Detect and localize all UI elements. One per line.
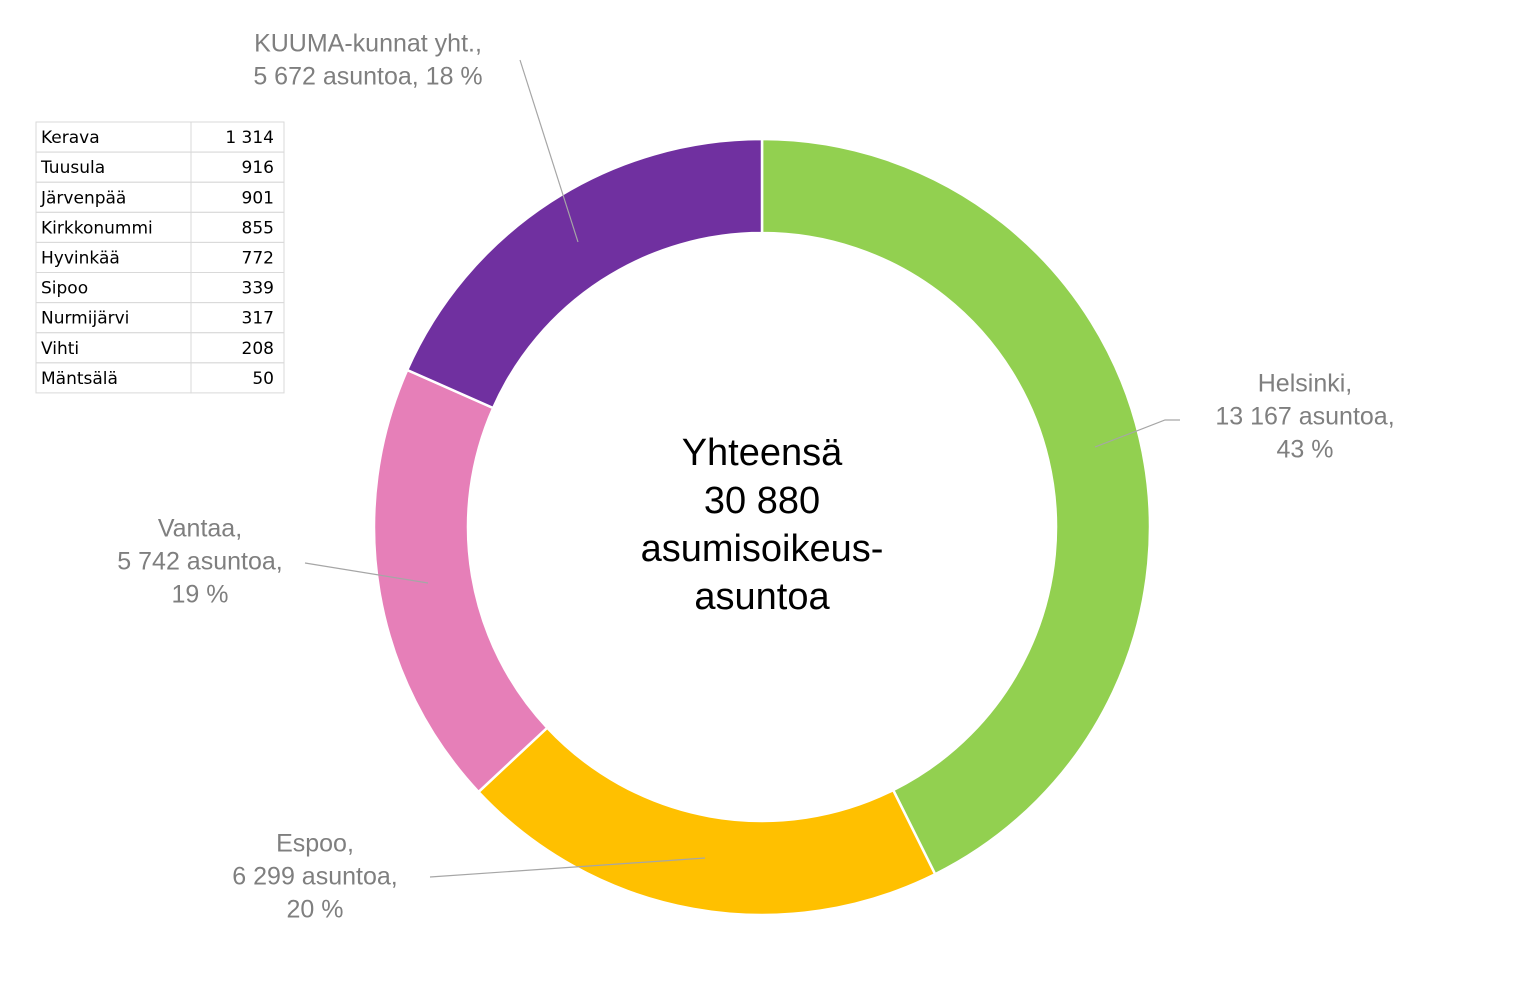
table-value: 855 [242, 218, 274, 238]
table-name: Vihti [41, 339, 79, 359]
data-label-name: Helsinki, [1258, 370, 1352, 398]
center-text: Yhteensä [682, 432, 843, 474]
center-text: 30 880 [704, 480, 820, 522]
table-value: 1 314 [225, 128, 274, 148]
data-label: 6 299 asuntoa, [232, 863, 397, 891]
table-value: 916 [242, 158, 274, 178]
table-name: Sipoo [41, 279, 88, 299]
donut-segment [476, 725, 937, 917]
table-name: Hyvinkää [41, 248, 120, 268]
table-name: Mäntsälä [41, 369, 118, 389]
data-label-name: KUUMA-kunnat yht., [254, 30, 482, 58]
table-name: Kerava [41, 128, 100, 148]
table-name: Tuusula [40, 158, 105, 178]
leader-line [304, 562, 429, 584]
table-value: 50 [252, 369, 274, 389]
table-value: 772 [242, 248, 274, 268]
center-text: asuntoa [694, 576, 830, 618]
table-value: 317 [242, 309, 274, 329]
table-value: 901 [242, 188, 274, 208]
table-name: Nurmijärvi [41, 309, 129, 329]
table-name: Kirkkonummi [41, 218, 153, 238]
data-label: 43 % [1277, 436, 1334, 464]
donut-segment [405, 137, 764, 410]
table-value: 339 [242, 279, 274, 299]
data-label-name: Vantaa, [158, 515, 242, 543]
data-label-name: Espoo, [276, 830, 354, 858]
center-text: asumisoikeus- [641, 528, 884, 570]
table-value: 208 [242, 339, 274, 359]
data-label: 5 672 asuntoa, 18 % [253, 63, 482, 91]
leader-line [519, 59, 579, 243]
leader-line [1094, 419, 1180, 448]
data-label: 19 % [172, 581, 229, 609]
data-label: 20 % [287, 896, 344, 924]
table-name: Järvenpää [40, 188, 126, 208]
data-label: 13 167 asuntoa, [1215, 403, 1394, 431]
data-label: 5 742 asuntoa, [117, 548, 282, 576]
donut-segment [760, 137, 1152, 876]
donut-segment [372, 368, 549, 794]
table-cell [190, 362, 285, 394]
leader-line [429, 857, 706, 878]
